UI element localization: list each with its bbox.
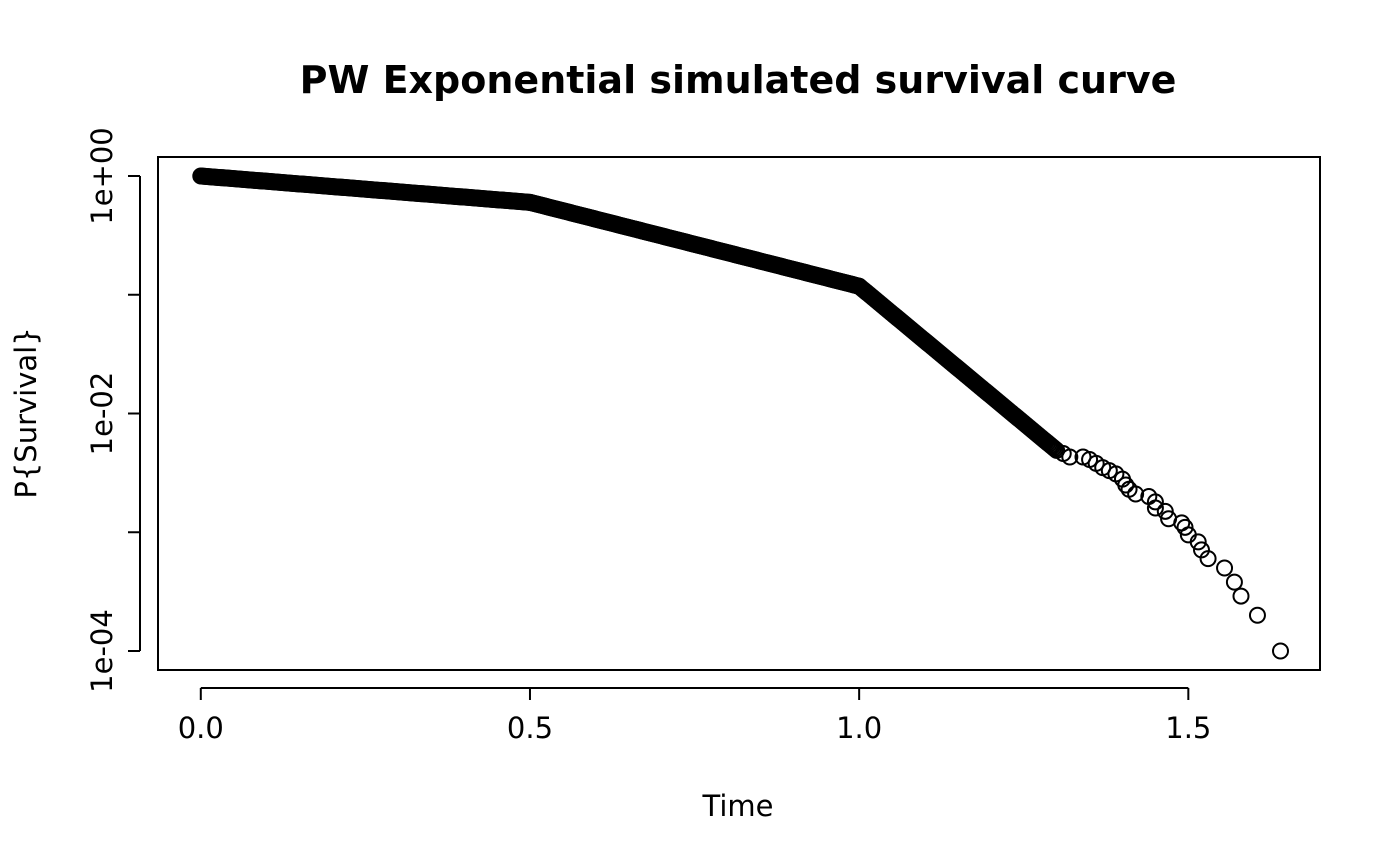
data-point <box>1146 499 1164 517</box>
data-point <box>1061 448 1079 466</box>
y-tick-label: 1e-04 <box>85 609 119 693</box>
data-point <box>1046 440 1064 458</box>
x-tick-label: 1.0 <box>836 711 882 745</box>
y-tick-label: 1e-02 <box>85 372 119 456</box>
data-point <box>1232 587 1250 605</box>
y-axis-label: P{Survival} <box>9 327 43 498</box>
y-axis: 1e+00 1e-02 1e-04 <box>85 127 141 693</box>
x-tick-label: 1.5 <box>1165 711 1211 745</box>
chart-title: PW Exponential simulated survival curve <box>300 58 1177 102</box>
x-tick-label: 0.0 <box>178 711 224 745</box>
data-point <box>1045 439 1063 457</box>
data-points <box>192 167 1289 660</box>
data-point <box>1176 518 1194 536</box>
data-point <box>1189 533 1207 551</box>
data-point <box>1127 485 1145 503</box>
x-axis-label: Time <box>702 789 774 823</box>
data-point <box>1117 476 1135 494</box>
data-point <box>1146 493 1164 511</box>
data-point <box>1199 550 1217 568</box>
data-point <box>1248 606 1266 624</box>
y-tick-label: 1e+00 <box>85 127 119 225</box>
x-tick-label: 0.5 <box>507 711 553 745</box>
data-point <box>1225 573 1243 591</box>
x-axis: 0.0 0.5 1.0 1.5 <box>178 687 1211 745</box>
data-point <box>1216 559 1234 577</box>
data-point <box>1271 642 1289 660</box>
plot-frame <box>157 156 1321 671</box>
data-point <box>1042 436 1060 454</box>
